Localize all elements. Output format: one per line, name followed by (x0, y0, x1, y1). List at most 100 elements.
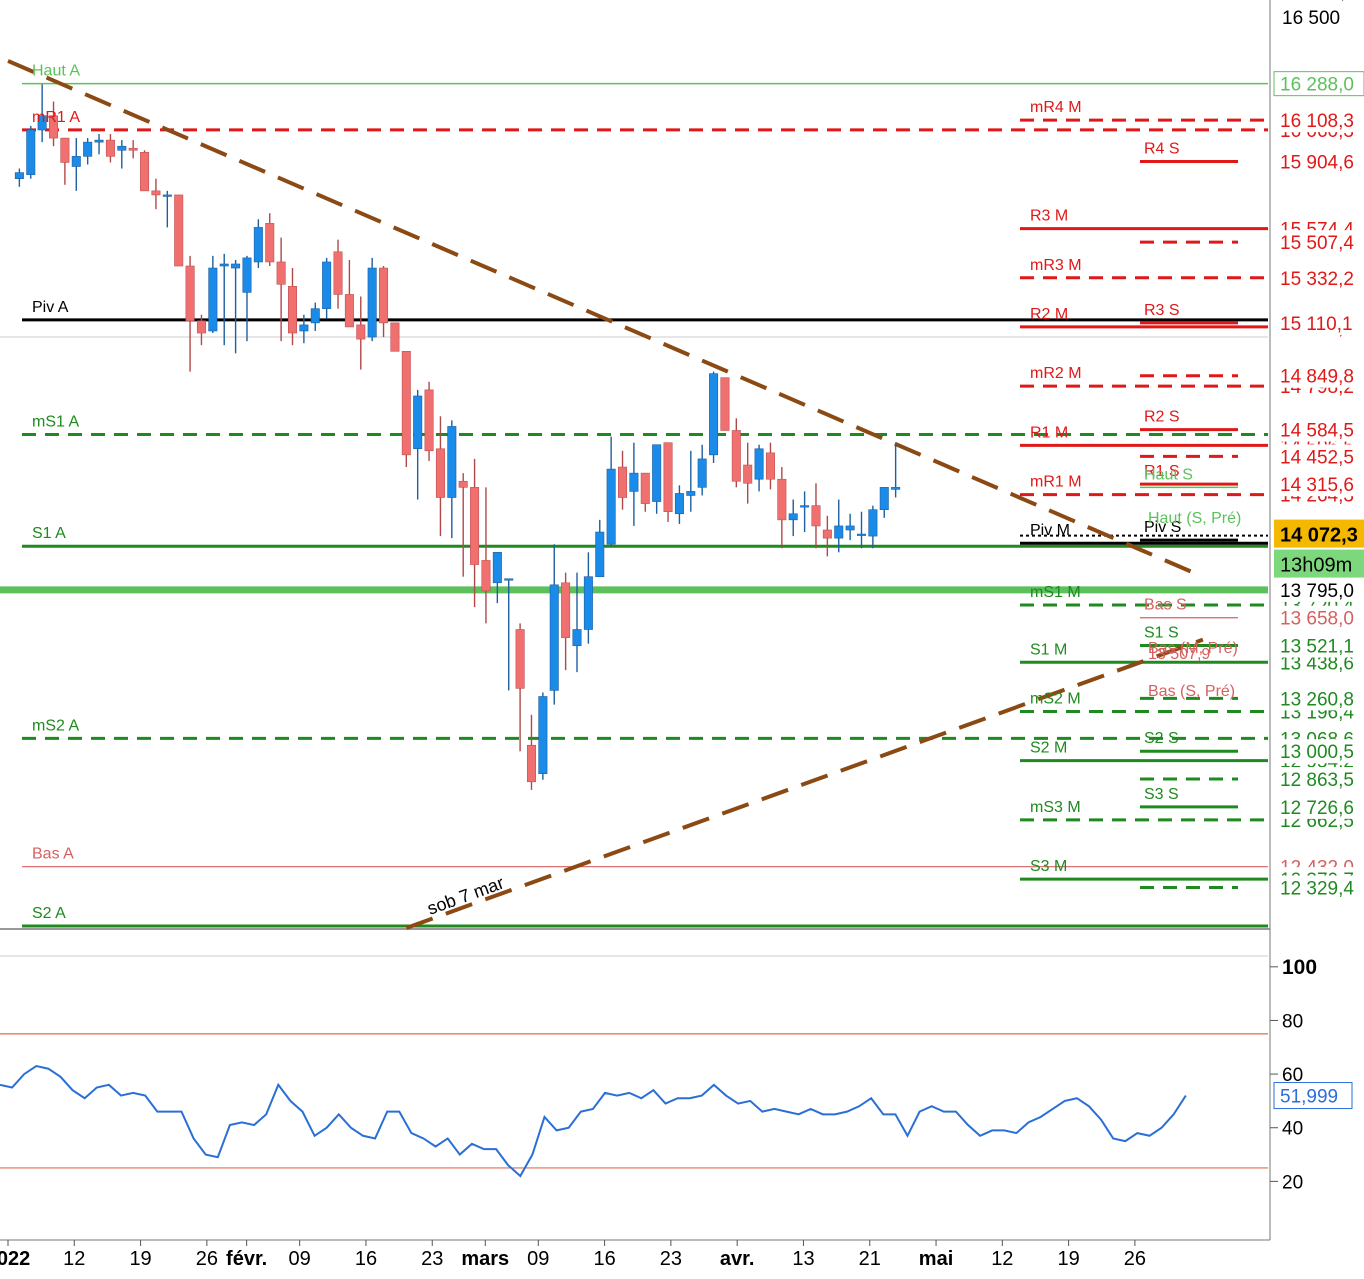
candle-body (800, 505, 810, 508)
price-axis-label: 16 288,0 (1273, 71, 1364, 97)
candle-body (105, 139, 115, 157)
candle (697, 444, 707, 496)
candle-body (686, 491, 696, 496)
candle-body (71, 156, 81, 167)
price-axis-label-text: 15 904,6 (1280, 153, 1354, 174)
last-price-bg (1274, 519, 1364, 548)
candle (754, 444, 764, 492)
rsi-last-text: 51,999 (1280, 1087, 1338, 1108)
rsi-last-bg (1273, 1082, 1353, 1110)
candle (162, 190, 172, 228)
candle (458, 473, 468, 577)
timer-text: 13h09m (1280, 555, 1352, 577)
price-axis-label-text: 15 110,1 (1280, 314, 1353, 335)
x-tick-label: 23 (421, 1248, 443, 1270)
price-axis-label-bg (1274, 767, 1364, 792)
candle-body (265, 223, 275, 263)
candle-body (765, 452, 775, 480)
x-tick-label: 16 (355, 1248, 377, 1270)
price-axis-label: 13 260,8 (1274, 686, 1364, 711)
level-label: S1 M (1030, 641, 1067, 658)
candle-body (674, 493, 684, 515)
x-tick-label: 26 (196, 1248, 218, 1270)
candle-body (401, 350, 411, 456)
price-axis-label-text: 13 658,0 (1280, 609, 1354, 630)
candle (822, 515, 832, 557)
candle-body (572, 629, 582, 647)
candle-body (299, 324, 309, 332)
candle (287, 268, 297, 346)
candle (151, 178, 161, 210)
price-axis-label: 14 584,5 (1274, 417, 1364, 442)
x-tick-label: 19 (1057, 1248, 1079, 1270)
x-tick-label: 26 (1124, 1248, 1146, 1270)
candle (60, 137, 70, 185)
price-axis-label: 15 110,1 (1274, 310, 1364, 335)
candle-body (287, 286, 297, 334)
candle-body (583, 576, 593, 630)
price-axis-label-text: 14 315,6 (1280, 475, 1354, 496)
candle-body (640, 472, 650, 504)
level-label: mS3 M (1030, 799, 1081, 816)
price-axis-label: 14 452,5 (1274, 444, 1364, 469)
price-axis-label: 12 329,4 (1274, 875, 1364, 900)
candle (788, 499, 798, 537)
x-tick-label: 12 (63, 1248, 85, 1270)
candle-body (379, 267, 389, 324)
price-axis-label-bg (1274, 444, 1364, 469)
candle-body (49, 115, 59, 139)
candle (526, 714, 536, 790)
annotation-label: Bas (M, Pré) (1148, 640, 1238, 657)
last-price-text: 14 072,3 (1280, 525, 1358, 547)
candle (470, 458, 480, 608)
level-label: R2 S (1144, 409, 1180, 426)
candle (618, 450, 628, 510)
candle-body (14, 172, 24, 179)
level-label: S1 S (1144, 625, 1179, 642)
price-axis-label-text: 13 521,1 (1280, 637, 1354, 658)
candle-body (856, 533, 866, 536)
candle-body (891, 487, 901, 490)
price-axis-label: 12 726,6 (1274, 794, 1364, 819)
candle-body (731, 430, 741, 482)
candle-body (470, 487, 480, 565)
candle (94, 134, 104, 155)
candle-body (413, 395, 423, 450)
level-label: Piv M (1030, 522, 1070, 539)
price-axis-label: 15 332,2 (1274, 265, 1364, 290)
candle (413, 389, 423, 500)
candle-body (845, 525, 855, 531)
candle (811, 483, 821, 549)
candle (424, 381, 434, 461)
candle (777, 467, 787, 549)
candle-body (606, 468, 616, 545)
price-axis-label: 12 863,5 (1274, 767, 1364, 792)
rsi-tick-label: 80 (1282, 1011, 1303, 1032)
candle (231, 259, 241, 354)
level-label: S2 M (1030, 740, 1067, 757)
level-label: R3 S (1144, 302, 1180, 319)
candle (572, 572, 582, 673)
candle (83, 138, 93, 165)
last-price-tag: 14 072,3 (1274, 519, 1364, 548)
candle (504, 578, 514, 691)
candle-body (652, 444, 662, 502)
candle (310, 302, 320, 331)
candle-body (37, 115, 47, 131)
level-label: mS2 M (1030, 690, 1081, 707)
price-axis-label: 15 507,4 (1274, 230, 1364, 255)
x-tick-label: 13 (792, 1248, 814, 1270)
candle (834, 499, 844, 553)
level-label: mR4 M (1030, 99, 1082, 116)
price-axis-label-bg (1274, 230, 1364, 255)
candle-body (481, 560, 491, 592)
annotation-label: Bas (S, Pré) (1148, 683, 1235, 700)
level-label: mR2 M (1030, 365, 1082, 382)
price-tick-partial: 16 642,5 (1282, 0, 1356, 3)
candle (663, 442, 673, 522)
candle-body (447, 426, 457, 498)
candle-body (811, 505, 821, 527)
candle (208, 255, 218, 334)
price-axis-label-text: 14 584,5 (1280, 421, 1354, 442)
